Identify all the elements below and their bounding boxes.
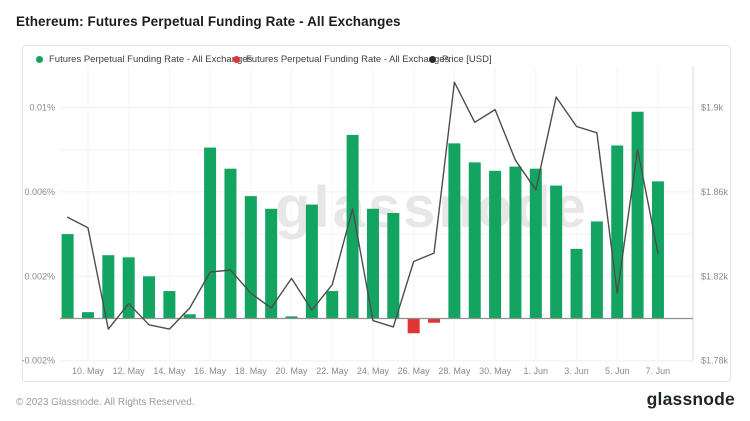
legend-label-funding-negative: Futures Perpetual Funding Rate - All Exc…	[246, 54, 450, 65]
red-dot-icon	[233, 56, 240, 63]
legend-label-funding-positive: Futures Perpetual Funding Rate - All Exc…	[49, 54, 253, 65]
green-dot-icon	[36, 56, 43, 63]
chart-legend: Futures Perpetual Funding Rate - All Exc…	[23, 46, 730, 68]
copyright-text: © 2023 Glassnode. All Rights Reserved.	[16, 397, 195, 408]
black-dot-icon	[429, 56, 436, 63]
legend-item-funding-rate-negative[interactable]: Futures Perpetual Funding Rate - All Exc…	[233, 54, 449, 65]
page-title: Ethereum: Futures Perpetual Funding Rate…	[16, 14, 401, 29]
chart-panel: Futures Perpetual Funding Rate - All Exc…	[22, 45, 731, 382]
legend-item-funding-rate-positive[interactable]: Futures Perpetual Funding Rate - All Exc…	[36, 54, 252, 65]
glassnode-wordmark: glassnode	[646, 389, 735, 409]
legend-label-price: Price [USD]	[442, 54, 492, 65]
legend-item-price-usd[interactable]: Price [USD]	[429, 54, 492, 65]
